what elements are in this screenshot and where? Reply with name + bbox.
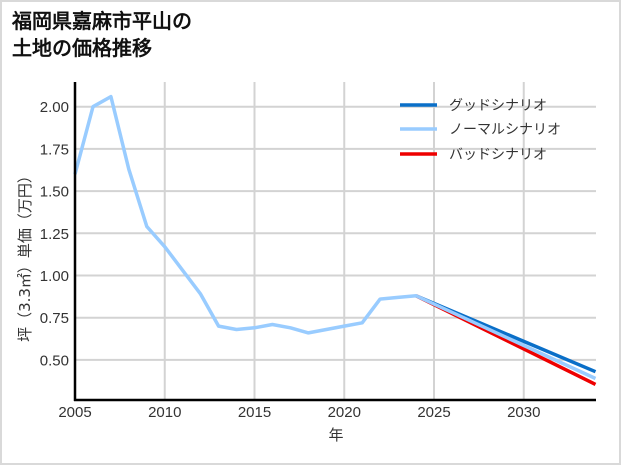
x-tick-label: 2030 bbox=[507, 404, 540, 421]
legend-label-good: グッドシナリオ bbox=[449, 98, 547, 114]
y-tick-label: 2.00 bbox=[40, 99, 69, 116]
legend-label-normal: ノーマルシナリオ bbox=[449, 122, 561, 138]
legend-label-bad: バッドシナリオ bbox=[449, 147, 547, 163]
x-tick-label: 2010 bbox=[148, 404, 181, 421]
y-tick-label: 0.50 bbox=[40, 352, 69, 369]
x-axis-label: 年 bbox=[328, 426, 343, 444]
y-tick-label: 1.25 bbox=[40, 226, 69, 243]
y-tick-label: 0.75 bbox=[40, 310, 69, 327]
x-tick-label: 2020 bbox=[328, 404, 361, 421]
chart-title-line1: 福岡県嘉麻市平山の bbox=[12, 9, 192, 33]
x-tick-label: 2005 bbox=[58, 404, 91, 421]
y-tick-label: 1.50 bbox=[40, 184, 69, 201]
y-axis-label: 坪（3.3㎡）単価（万円） bbox=[16, 168, 34, 342]
chart-title-line2: 土地の価格推移 bbox=[12, 36, 152, 60]
chart-title: 福岡県嘉麻市平山の 土地の価格推移 bbox=[12, 8, 192, 62]
x-tick-label: 2025 bbox=[417, 404, 450, 421]
x-tick-label: 2015 bbox=[238, 404, 271, 421]
series-line-normal bbox=[73, 94, 597, 381]
y-tick-label: 1.00 bbox=[40, 268, 69, 285]
y-tick-label: 1.75 bbox=[40, 141, 69, 158]
